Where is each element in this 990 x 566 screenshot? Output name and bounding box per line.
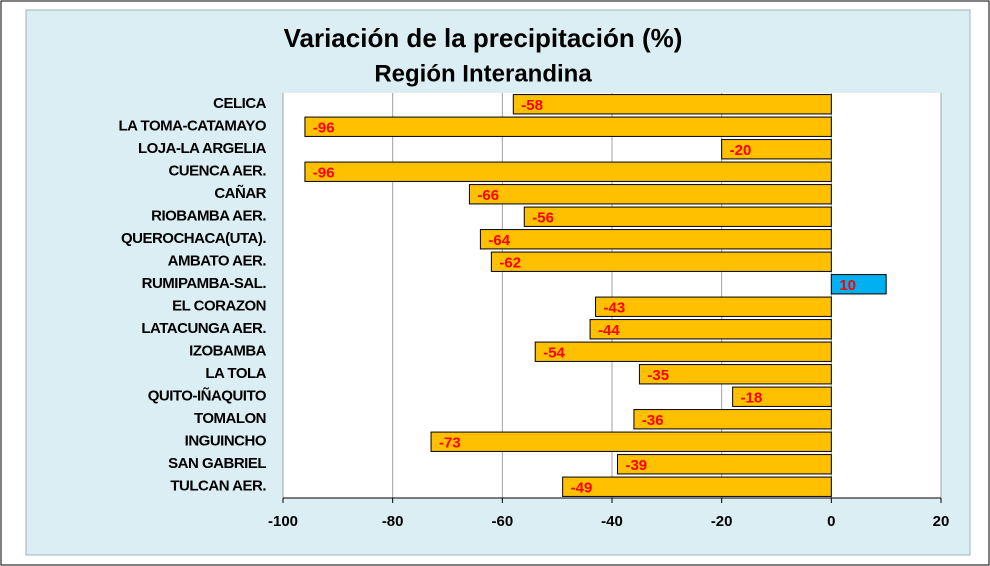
data-label: -96	[313, 120, 335, 137]
bar	[468, 184, 832, 205]
y-tick-label: RUMIPAMBA-SAL.	[142, 275, 267, 292]
y-tick-label: RIOBAMBA AER.	[151, 208, 266, 225]
y-tick-label: QUEROCHACA(UTA).	[121, 230, 266, 247]
data-label: -43	[604, 300, 626, 317]
y-tick-label: LA TOMA-CATAMAYO	[118, 118, 266, 135]
data-label: -36	[642, 412, 664, 429]
chart-title: Variación de la precipitación (%)	[284, 23, 683, 53]
data-label: -66	[477, 187, 499, 204]
bar	[595, 296, 832, 317]
y-tick-label: TOMALON	[194, 410, 266, 427]
y-tick-label: CAÑAR	[214, 184, 266, 202]
x-tick-label: -20	[711, 513, 733, 530]
bar	[633, 409, 832, 430]
bar	[304, 161, 832, 182]
data-label: 10	[839, 277, 856, 294]
x-tick-label: -80	[382, 513, 404, 530]
y-tick-label: SAN GABRIEL	[168, 455, 266, 472]
y-tick-label: LATACUNGA AER.	[141, 320, 266, 337]
bar	[534, 341, 832, 362]
x-tick-label: 20	[933, 513, 950, 530]
x-tick-label: -100	[268, 513, 298, 530]
bar	[830, 274, 887, 295]
bar	[721, 139, 832, 160]
y-tick-label: AMBATO AER.	[168, 253, 267, 270]
x-tick-label: -40	[601, 513, 623, 530]
bar	[732, 386, 832, 407]
data-label: -62	[499, 255, 521, 272]
y-tick-label: LOJA-LA ARGELIA	[138, 140, 267, 157]
data-label: -58	[521, 97, 543, 114]
y-tick-label: CELICA	[213, 95, 267, 112]
bar	[616, 454, 832, 475]
data-label: -73	[439, 435, 461, 452]
data-label: -96	[313, 165, 335, 182]
data-label: -44	[598, 322, 620, 339]
data-label: -49	[571, 480, 593, 497]
bar	[589, 319, 832, 340]
x-tick-label: 0	[827, 513, 835, 530]
y-tick-label: CUENCA AER.	[168, 163, 266, 180]
bar	[638, 364, 832, 385]
data-label: -64	[488, 232, 510, 249]
bar	[479, 229, 832, 250]
data-label: -39	[625, 457, 647, 474]
data-label: -20	[730, 142, 752, 159]
bar	[523, 206, 832, 227]
y-tick-label: TULCAN AER.	[170, 478, 266, 495]
y-tick-label: LA TOLA	[205, 365, 266, 382]
y-tick-label: EL CORAZON	[172, 298, 266, 315]
chart-subtitle: Región Interandina	[374, 60, 592, 87]
data-label: -54	[543, 345, 565, 362]
data-label: -56	[532, 210, 554, 227]
y-tick-label: INGUINCHO	[185, 433, 267, 450]
x-tick-label: -60	[491, 513, 513, 530]
data-label: -35	[647, 367, 669, 384]
data-label: -18	[741, 390, 763, 407]
bar	[430, 431, 832, 452]
bar	[490, 251, 832, 272]
y-tick-label: IZOBAMBA	[189, 343, 266, 360]
y-tick-label: QUITO-IÑAQUITO	[148, 387, 267, 405]
bar	[512, 94, 832, 115]
bar	[304, 116, 832, 137]
bar	[562, 476, 832, 497]
